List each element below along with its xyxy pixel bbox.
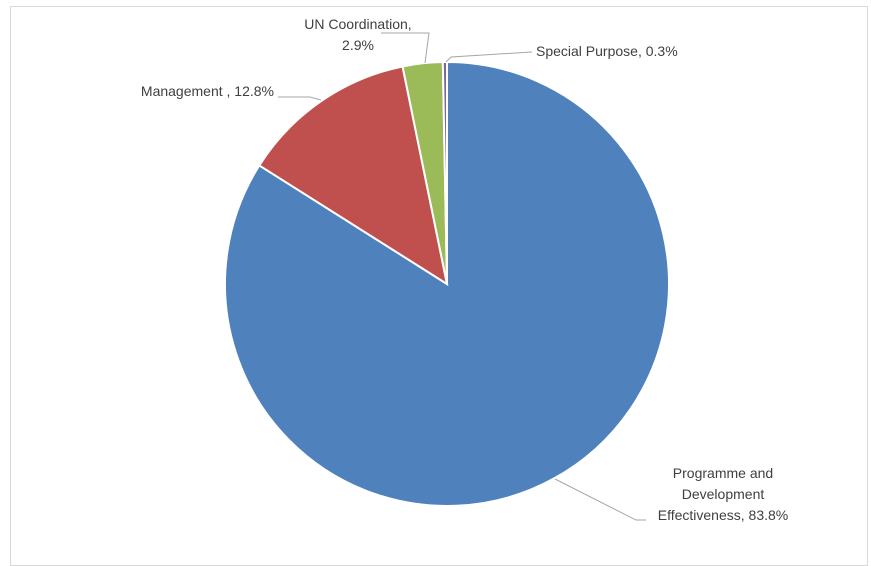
- data-label-management: Management , 12.8%: [141, 83, 274, 99]
- data-label-line: UN Coordination,: [304, 16, 411, 32]
- data-label-line: Management , 12.8%: [141, 83, 274, 99]
- data-label-line: Effectiveness, 83.8%: [658, 507, 788, 523]
- leader-lines: [278, 32, 646, 521]
- pie-slice-programme-and-development-effectiveness: [224, 60, 670, 507]
- pie-slice-special-purpose: [441, 60, 448, 285]
- data-labels: Programme and Development Effectiveness, 8…: [141, 16, 788, 523]
- data-label-line: 2.9%: [342, 37, 374, 53]
- pie-slice-management: [257, 65, 449, 287]
- leader-line-un-coordination: [381, 32, 430, 64]
- data-label-special-purpose: Special Purpose, 0.3%: [536, 43, 678, 59]
- data-label-programme-and-development-effectiveness: Programme and Development Effectiveness, 8…: [658, 465, 788, 523]
- data-label-line: Programme and: [673, 465, 773, 481]
- pie-slices: [224, 60, 670, 507]
- leader-line-management: [278, 96, 322, 101]
- leader-line-programme-and-development-effectiveness: [554, 478, 646, 521]
- data-label-line: Special Purpose, 0.3%: [536, 43, 678, 59]
- data-label-un-coordination: UN Coordination, 2.9%: [304, 16, 411, 53]
- data-label-line: Development: [682, 486, 765, 502]
- leader-line-special-purpose: [445, 51, 533, 63]
